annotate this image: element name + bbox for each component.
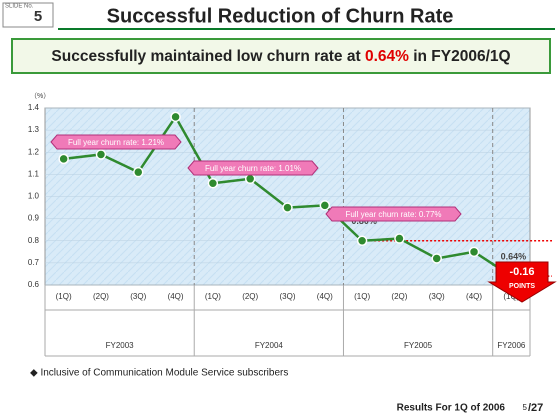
data-point [244,173,256,185]
data-point [394,233,405,244]
data-point [282,202,293,213]
x-tick-label: (1Q) [503,292,519,301]
slide-title: Successful Reduction of Churn Rate [107,5,454,27]
y-unit: （%） [30,92,50,100]
x-tick-label: (4Q) [317,292,333,301]
change-arrow [487,261,557,303]
headline-box [11,38,551,74]
group-label: FY2003 [106,341,135,350]
group-label: FY2005 [404,341,433,350]
y-tick-label: 1.2 [28,147,40,156]
change-value: -0.16 [509,266,534,278]
y-tick-label: 0.7 [28,258,40,267]
x-tick-label: (2Q) [242,292,258,301]
data-point [468,246,480,258]
headline-text: Successfully maintained low churn rate a… [51,48,365,65]
headline-highlight: 0.64% [365,48,409,65]
y-tick-label: 1.4 [28,103,40,112]
value-label: 0.64% [501,252,527,262]
x-tick-label: (4Q) [168,292,184,301]
y-tick-label: 1.3 [28,125,40,134]
annotation-tag [187,160,319,176]
change-unit: POINTS [509,283,535,290]
x-tick-label: (3Q) [130,292,146,301]
data-point [319,200,331,211]
annotation-tag [325,206,462,222]
data-point [356,235,368,246]
annotation-tag [50,134,182,150]
annotation-text: Full year churn rate: 1.21% [68,138,164,147]
group-label: FY2004 [255,341,284,350]
headline-text: in FY2006/1Q [409,48,511,65]
footer: Results For 1Q of 2006 [397,403,506,414]
y-tick-label: 1.0 [28,192,40,201]
slide-number: 5 [34,8,42,25]
x-tick-label: (3Q) [429,292,445,301]
data-point [170,111,181,123]
x-tick-label: (1Q) [205,292,221,301]
x-tick-label: (1Q) [56,292,72,301]
data-point [133,166,144,178]
x-tick-label: (1Q) [354,292,370,301]
x-tick-label: (3Q) [280,292,296,301]
page-total: /27 [528,402,543,414]
slide-number-box [2,2,54,28]
note: ◆ Inclusive of Communication Module Serv… [30,368,288,379]
y-tick-label: 1.1 [28,169,40,178]
x-tick-label: (2Q) [391,292,407,301]
data-point [95,149,107,160]
data-point [207,177,219,189]
headline: Successfully maintained low churn rate a… [51,48,510,65]
annotation-text: Full year churn rate: 0.77% [345,210,441,219]
x-tick-label: (2Q) [93,292,109,301]
y-tick-label: 0.6 [28,280,40,289]
group-label: FY2006 [497,341,526,350]
y-tick-label: 0.9 [28,214,40,223]
annotation-text: Full year churn rate: 1.01% [205,164,301,173]
x-tick-label: (4Q) [466,292,482,301]
slide-label: SLIDE No. [5,4,34,10]
data-point [431,253,442,264]
y-tick-label: 0.8 [28,236,40,245]
page-number: 5 [523,403,528,412]
data-point [58,153,69,165]
